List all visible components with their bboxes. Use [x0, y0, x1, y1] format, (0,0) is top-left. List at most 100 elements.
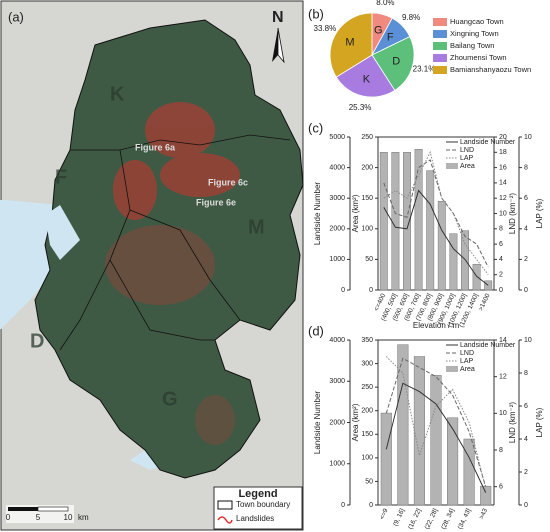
legend-swatch — [446, 366, 458, 372]
slice-label: M — [345, 37, 354, 49]
legend-swatch — [433, 18, 447, 26]
tick-label: 8 — [499, 226, 503, 233]
figure-label: Figure 6a — [135, 142, 176, 152]
slice-label: D — [392, 56, 400, 68]
series-line — [383, 159, 489, 268]
tick-label: 4 — [499, 256, 503, 263]
bar — [447, 417, 459, 506]
legend-label: Landslides — [236, 514, 274, 523]
bar — [449, 233, 458, 291]
tick-label: 100 — [361, 226, 373, 233]
slice-label: K — [363, 73, 371, 85]
legend-label: LAP — [460, 358, 474, 365]
axis-title: Landside Number — [313, 182, 322, 245]
tick-label: 8 — [499, 447, 503, 454]
panel-label: (b) — [308, 6, 324, 21]
tick-label: 4 — [524, 436, 528, 443]
axis-title: LND (km⁻²) — [508, 402, 517, 443]
town-label: F — [55, 166, 67, 188]
tick-label: 12 — [499, 374, 507, 381]
slice-label: F — [387, 32, 394, 44]
tick-label: 14 — [499, 337, 507, 344]
tick-label: 8 — [524, 164, 528, 171]
tick-label: 2 — [524, 469, 528, 476]
x-tick-label: (9, 16] — [392, 507, 406, 527]
x-tick-label: (34, 43] — [457, 507, 473, 530]
value-label: 8.0% — [376, 0, 394, 7]
series-line — [385, 382, 487, 493]
tick-label: 4000 — [329, 337, 345, 344]
legend-label: Area — [460, 163, 475, 170]
town-label: M — [248, 216, 265, 238]
series-line — [383, 189, 489, 286]
tick-label: 300 — [361, 360, 373, 367]
axis-title: Landside Number — [313, 391, 322, 454]
bar — [472, 264, 481, 291]
value-label: 9.8% — [402, 13, 420, 22]
tick-label: 10 — [524, 134, 532, 141]
legend-label: LND — [460, 147, 474, 154]
tick-label: 14 — [499, 180, 507, 187]
study-area — [34, 19, 304, 479]
x-tick-label: <=9 — [379, 507, 390, 520]
scale-label: 10 — [64, 513, 73, 522]
tick-label: 3000 — [329, 195, 345, 202]
tick-label: 0 — [341, 287, 345, 294]
bar — [414, 148, 423, 291]
bar — [480, 485, 492, 506]
legend-label: Bailang Town — [450, 41, 494, 50]
x-tick-label: (22, 28] — [424, 507, 440, 530]
tick-label: 350 — [361, 337, 373, 344]
bar — [413, 356, 425, 506]
scale-bar — [37, 506, 69, 512]
value-label: 23.1% — [413, 65, 436, 74]
legend-label: Landside Number — [460, 139, 516, 146]
town-label: G — [162, 388, 178, 410]
tick-label: 10 — [524, 337, 532, 344]
town-boundary — [59, 134, 291, 351]
bar — [426, 170, 435, 291]
tick-label: 6 — [499, 484, 503, 491]
legend-label: LND — [460, 350, 474, 357]
bar — [397, 344, 409, 506]
tick-label: 0 — [369, 502, 373, 509]
north-arrow — [277, 27, 285, 64]
north-label: N — [272, 9, 284, 26]
axis-title: Area (km²) — [351, 194, 360, 232]
tick-label: 10 — [499, 410, 507, 417]
legend-swatch — [446, 163, 458, 169]
figure-label: Figure 6c — [208, 177, 248, 187]
tick-label: 150 — [361, 431, 373, 438]
value-label: 25.3% — [349, 103, 372, 112]
bar — [463, 438, 475, 506]
north-arrow — [272, 28, 278, 62]
landslide-zones — [105, 102, 240, 445]
bar — [391, 152, 400, 291]
tick-label: 1000 — [329, 256, 345, 263]
legend-label: Landside Number — [460, 342, 516, 349]
legend-title: Legend — [238, 488, 277, 500]
series-line — [385, 356, 487, 489]
x-tick-label: (16, 22] — [407, 507, 423, 530]
pie-slice — [329, 12, 373, 78]
panel-label: (a) — [8, 9, 24, 24]
lake — [45, 205, 80, 260]
tick-label: 50 — [365, 256, 373, 263]
series-line — [383, 150, 489, 276]
bar — [461, 230, 469, 291]
tick-label: 4000 — [329, 164, 345, 171]
tick-label: 18 — [499, 149, 507, 156]
tick-label: 50 — [365, 478, 373, 485]
town-label: D — [30, 330, 44, 352]
tick-label: 100 — [361, 455, 373, 462]
tick-label: 250 — [361, 384, 373, 391]
tick-label: 2 — [524, 256, 528, 263]
tick-label: 20 — [499, 134, 507, 141]
tick-label: 2 — [499, 272, 503, 279]
scale-label: 5 — [36, 513, 41, 522]
axis-title: LND (km⁻²) — [508, 193, 517, 234]
bar — [380, 412, 392, 506]
tick-label: 6 — [524, 403, 528, 410]
map-panel: (a) N K F M D G Figure 6a Figure 6c Figu… — [0, 0, 304, 531]
